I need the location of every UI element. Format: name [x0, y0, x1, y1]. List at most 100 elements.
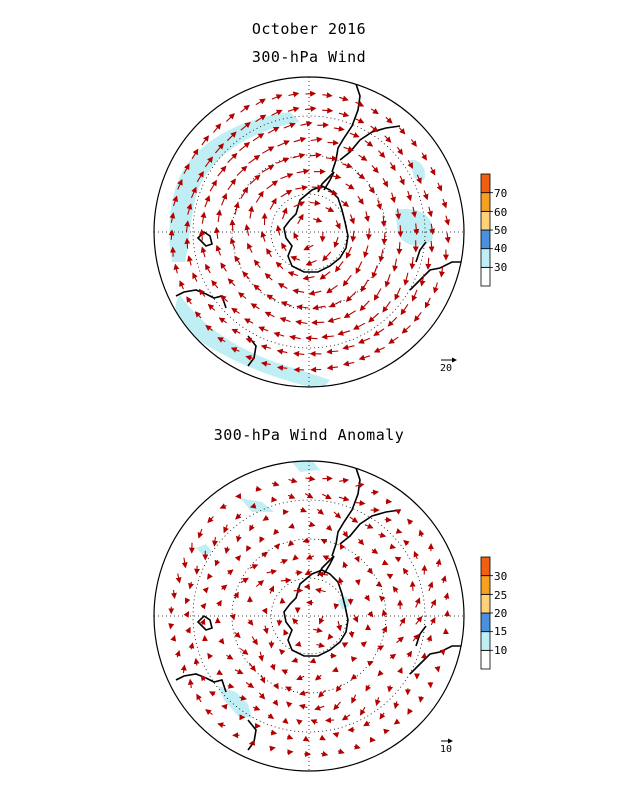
wind-vector-arrow	[249, 564, 259, 570]
bottom-colorbar-tick: 10	[494, 644, 507, 657]
wind-vector-arrow	[363, 720, 371, 727]
wind-vector-arrow	[288, 522, 295, 529]
wind-vector-arrow	[325, 206, 335, 212]
wind-vector-arrow	[299, 690, 309, 696]
bottom-colorbar-tick: 15	[494, 625, 507, 638]
wind-vector-arrow	[363, 594, 370, 602]
wind-vector-arrow	[377, 669, 384, 677]
wind-vector-arrow	[296, 674, 305, 681]
bottom-latlon-grid	[154, 461, 464, 771]
wind-vector-arrow	[322, 92, 333, 99]
top-colorbar-tick: 60	[494, 206, 507, 219]
wind-vector-arrow	[309, 200, 321, 206]
wind-vector-arrow	[333, 603, 340, 610]
wind-vector-arrow	[244, 224, 251, 236]
top-wind-speed-shading	[169, 112, 434, 387]
wind-vector-arrow	[395, 528, 403, 534]
bottom-anomaly-shading	[196, 461, 350, 718]
wind-vector-arrow	[381, 625, 387, 634]
wind-vector-arrow	[345, 291, 357, 303]
wind-vector-arrow	[341, 714, 351, 721]
wind-vector-arrow	[260, 231, 267, 242]
wind-vector-arrow	[215, 244, 222, 256]
wind-vector-arrow	[217, 165, 227, 177]
bottom-wind-anomaly-map: 30 25 20 15 10 10	[153, 460, 507, 772]
wind-vector-arrow	[288, 477, 298, 484]
wind-vector-arrow	[183, 611, 190, 618]
wind-vector-arrow	[435, 558, 442, 567]
wind-vector-arrow	[357, 538, 365, 546]
wind-vector-arrow	[319, 271, 331, 280]
wind-vector-arrow	[381, 609, 388, 617]
wind-vector-arrow	[231, 307, 240, 314]
wind-vector-arrow	[358, 154, 368, 161]
wind-vector-arrow	[338, 495, 350, 502]
wind-vector-arrow	[398, 127, 406, 135]
wind-vector-arrow	[380, 215, 387, 228]
wind-vector-arrow	[283, 122, 296, 129]
wind-vector-arrow	[419, 274, 426, 287]
wind-vector-arrow	[335, 684, 342, 692]
wind-vector-arrow	[410, 139, 417, 147]
wind-vector-arrow	[354, 555, 360, 563]
wind-vector-arrow	[234, 631, 241, 639]
wind-vector-arrow	[194, 565, 201, 575]
wind-vector-arrow	[326, 364, 338, 371]
wind-vector-arrow	[318, 689, 326, 698]
wind-vector-arrow	[311, 184, 324, 191]
wind-vector-arrow	[217, 337, 226, 343]
wind-vector-arrow	[214, 226, 221, 239]
wind-vector-arrow	[282, 717, 289, 724]
wind-vector-arrow	[393, 718, 401, 725]
wind-vector-arrow	[275, 224, 282, 236]
wind-vector-arrow	[200, 674, 207, 682]
wind-vector-arrow	[402, 567, 409, 576]
wind-vector-arrow	[319, 231, 326, 243]
wind-vector-arrow	[345, 183, 355, 190]
wind-vector-arrow	[285, 686, 292, 693]
wind-vector-arrow	[277, 364, 288, 371]
wind-vector-arrow	[226, 131, 237, 142]
wind-vector-arrow	[364, 523, 374, 529]
wind-vector-arrow	[388, 336, 399, 344]
wind-vector-arrow	[393, 701, 400, 710]
top-colorbar-tick: 40	[494, 242, 507, 255]
wind-vector-arrow	[381, 559, 389, 565]
wind-vector-arrow	[315, 587, 326, 594]
wind-vector-arrow	[251, 636, 258, 646]
top-wind-vectors	[168, 90, 451, 373]
wind-vector-arrow	[286, 701, 293, 708]
wind-vector-arrow	[350, 673, 358, 680]
wind-vector-arrow	[375, 581, 383, 588]
wind-vector-arrow	[434, 665, 441, 673]
colorbar-segment	[480, 593, 491, 614]
wind-vector-arrow	[389, 162, 396, 172]
wind-vector-arrow	[430, 599, 437, 609]
wind-vector-arrow	[441, 198, 448, 209]
wind-vector-arrow	[196, 693, 202, 703]
wind-vector-arrow	[392, 258, 399, 272]
wind-vector-arrow	[245, 337, 256, 344]
colorbar-segment	[480, 248, 491, 268]
wind-vector-arrow	[368, 312, 379, 323]
wind-vector-arrow	[227, 682, 235, 689]
wind-vector-arrow	[439, 266, 445, 278]
wind-vector-arrow	[305, 105, 317, 112]
wind-vector-arrow	[425, 257, 432, 270]
wind-vector-arrow	[187, 255, 193, 266]
wind-vector-arrow	[358, 337, 371, 344]
wind-vector-arrow	[170, 634, 177, 642]
wind-vector-arrow	[264, 311, 275, 318]
wind-vector-arrow	[294, 641, 302, 647]
bottom-colorbar-tick: 20	[494, 607, 507, 620]
wind-vector-arrow	[322, 555, 331, 561]
wind-vector-arrow	[342, 274, 352, 287]
wind-vector-arrow	[371, 547, 379, 554]
wind-vector-arrow	[296, 719, 303, 726]
wind-vector-arrow	[370, 125, 379, 133]
wind-vector-arrow	[333, 125, 345, 132]
top-colorbar	[480, 173, 493, 287]
wind-vector-arrow	[333, 701, 341, 711]
wind-vector-arrow	[240, 186, 249, 199]
wind-vector-arrow	[335, 260, 344, 273]
